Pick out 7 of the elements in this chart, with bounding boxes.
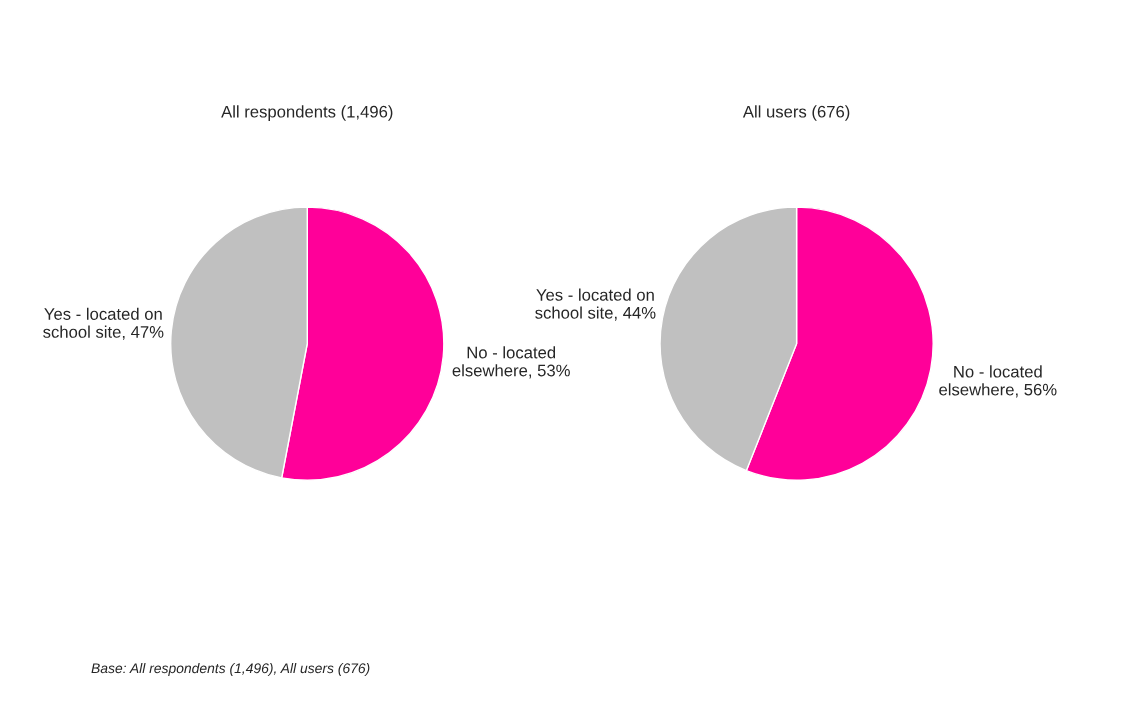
- slice-label: Yes - located on school site, 47%: [43, 307, 164, 340]
- chart-title: All respondents (1,496): [221, 105, 393, 121]
- slice-label: No - located elsewhere, 56%: [939, 365, 1057, 398]
- chart-title: All users (676): [742, 105, 850, 121]
- text: Base: All respondents (1,496), All users (676): [91, 662, 370, 676]
- slice-label: No - located elsewhere, 53%: [452, 346, 570, 379]
- slice-label: Yes - located on school site, 44%: [535, 288, 656, 321]
